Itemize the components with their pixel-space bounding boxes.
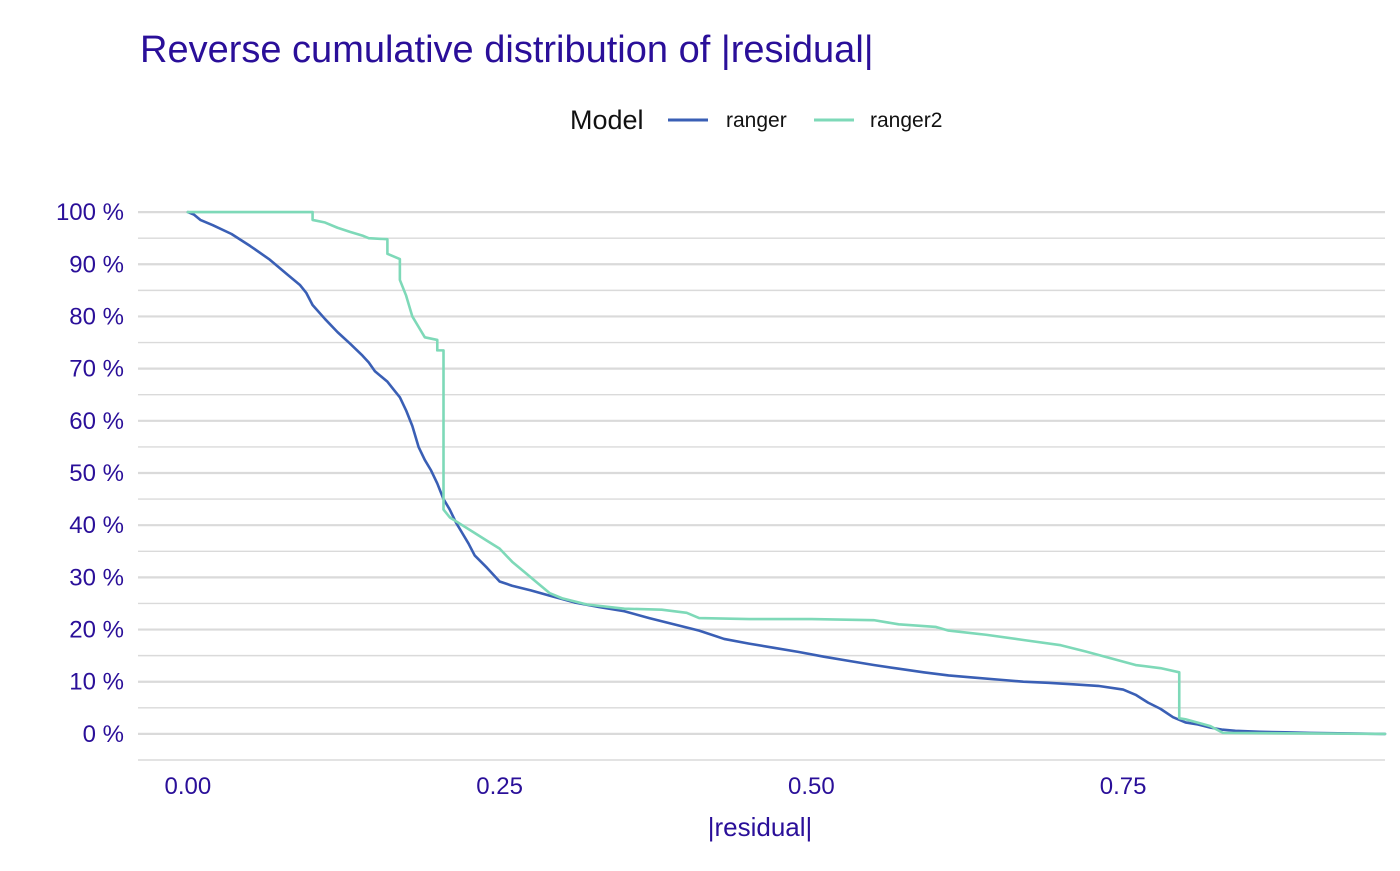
series-layer — [186, 210, 1387, 736]
y-tick-label: 70 % — [69, 356, 124, 383]
grid-layer — [138, 210, 1385, 761]
y-tick-label: 90 % — [69, 251, 124, 278]
x-tick-label: 0.25 — [476, 773, 523, 800]
legend-label-ranger: ranger — [726, 109, 787, 132]
y-tick-label: 80 % — [69, 303, 124, 330]
x-tick-label: 0.00 — [165, 773, 212, 800]
y-tick-label: 20 % — [69, 617, 124, 644]
legend: Model ranger ranger2 — [570, 105, 942, 135]
x-axis-label: |residual| — [708, 812, 813, 842]
chart-title: Reverse cumulative distribution of |resi… — [140, 29, 874, 71]
x-tick-label: 0.50 — [788, 773, 835, 800]
axes-layer: 0 % 10 % 20 % 30 % 40 % 50 % 60 % 70 % 80 % 90 % 1… — [56, 199, 1147, 800]
y-tick-label: 30 % — [69, 564, 124, 591]
series-line-ranger — [186, 210, 1387, 736]
y-tick-label: 0 % — [83, 721, 124, 748]
y-tick-label: 10 % — [69, 669, 124, 696]
y-tick-label: 50 % — [69, 460, 124, 487]
legend-label-ranger2: ranger2 — [870, 109, 942, 132]
y-tick-label: 60 % — [69, 408, 124, 435]
legend-title: Model — [570, 105, 644, 135]
y-tick-label: 40 % — [69, 512, 124, 539]
y-tick-label: 100 % — [56, 199, 124, 226]
x-tick-label: 0.75 — [1100, 773, 1147, 800]
series-line-ranger2 — [186, 210, 1387, 736]
